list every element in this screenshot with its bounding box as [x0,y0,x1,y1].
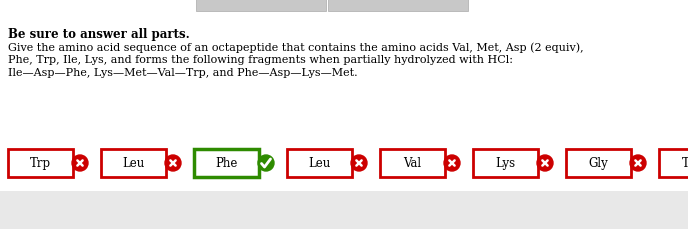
Text: Tyr: Tyr [681,157,688,170]
Circle shape [165,155,181,171]
Bar [380,149,445,177]
Text: Phe, Trp, Ile, Lys, and forms the following fragments when partially hydrolyzed : Phe, Trp, Ile, Lys, and forms the follow… [8,55,513,65]
Bar [8,149,73,177]
Text: Leu: Leu [308,157,331,170]
Text: Ile—Asp—Phe, Lys—Met—Val—Trp, and Phe—Asp—Lys—Met.: Ile—Asp—Phe, Lys—Met—Val—Trp, and Phe—As… [8,68,358,78]
Bar [659,149,688,177]
Bar [194,149,259,177]
Circle shape [72,155,88,171]
Bar [473,149,538,177]
Circle shape [258,155,274,171]
Text: Phe: Phe [215,157,237,170]
Bar [196,0,326,12]
Bar [101,149,166,177]
Circle shape [630,155,646,171]
Bar [566,149,631,177]
Text: Val: Val [403,157,422,170]
Text: Give the amino acid sequence of an octapeptide that contains the amino acids Val: Give the amino acid sequence of an octap… [8,42,583,52]
Circle shape [444,155,460,171]
Circle shape [537,155,553,171]
Text: Gly: Gly [589,157,608,170]
Text: Trp: Trp [30,157,51,170]
Bar [0,191,688,229]
Bar [287,149,352,177]
Text: Lys: Lys [495,157,515,170]
Bar [328,0,468,12]
Text: Leu: Leu [122,157,144,170]
Circle shape [351,155,367,171]
Text: Be sure to answer all parts.: Be sure to answer all parts. [8,28,190,41]
